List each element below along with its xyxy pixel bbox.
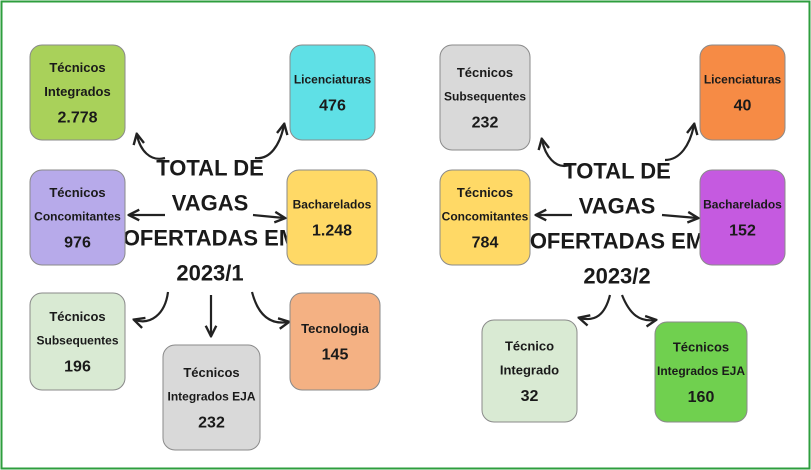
center-label: OFERTADAS EM <box>123 225 297 250</box>
node-label: Técnico <box>505 338 554 353</box>
node-value: 476 <box>319 98 346 115</box>
node-value: 40 <box>734 98 752 115</box>
node-label: Subsequentes <box>36 334 118 348</box>
node-value: 232 <box>472 115 499 132</box>
node-box <box>439 169 531 266</box>
node-label: Integrados EJA <box>167 390 255 404</box>
node: Técnicos Concomitantes 976 <box>29 169 126 266</box>
node-box <box>289 292 381 391</box>
node-label: Licenciaturas <box>704 73 782 87</box>
node-label: Integrados EJA <box>657 364 745 378</box>
arrows <box>130 125 697 335</box>
node-box <box>286 169 378 266</box>
node-label: Técnicos <box>49 309 105 324</box>
node-value: 32 <box>521 388 539 405</box>
node-value: 160 <box>688 389 715 406</box>
node: Bacharelados 152 <box>699 169 786 266</box>
node-label: Técnicos <box>457 185 513 200</box>
node: Técnicos Integrados EJA 232 <box>162 344 261 451</box>
node-box <box>29 292 126 391</box>
node: Técnicos Subsequentes 196 <box>29 292 126 391</box>
node-label: Concomitantes <box>442 210 529 224</box>
center-label: VAGAS <box>579 193 656 218</box>
node: Técnicos Integrados 2.778 <box>29 44 126 141</box>
panel: TOTAL DE VAGAS OFERTADAS EM 2023/1 Técnicos I… <box>29 44 381 451</box>
node-value: 145 <box>322 347 349 364</box>
node-label: Licenciaturas <box>294 73 372 87</box>
center-label: TOTAL DE <box>563 158 671 183</box>
node-label: Bacharelados <box>293 198 372 212</box>
node-label: Técnicos <box>183 365 239 380</box>
center-label: 2023/2 <box>583 263 650 288</box>
node-label: Integrado <box>500 362 559 377</box>
center-label: VAGAS <box>172 190 249 215</box>
node-label: Tecnologia <box>301 321 369 336</box>
node-label: Técnicos <box>49 185 105 200</box>
node-box <box>439 44 531 151</box>
node-value: 784 <box>472 235 499 252</box>
node-value: 2.778 <box>57 110 97 127</box>
node-label: Integrados <box>44 84 110 99</box>
panel: TOTAL DE VAGAS OFERTADAS EM 2023/2 Técnicos S… <box>439 44 786 423</box>
node-label: Bacharelados <box>703 198 782 212</box>
node-box <box>699 44 786 141</box>
node-box <box>699 169 786 266</box>
node-box <box>29 169 126 266</box>
node-label: Técnicos <box>457 65 513 80</box>
node-box <box>481 319 578 423</box>
node: Licenciaturas 40 <box>699 44 786 141</box>
node-value: 976 <box>64 235 91 252</box>
node-value: 232 <box>198 415 225 432</box>
node: Tecnologia 145 <box>289 292 381 391</box>
node-box <box>29 44 126 141</box>
center-label: 2023/1 <box>176 260 243 285</box>
node-label: Concomitantes <box>34 210 121 224</box>
node-box <box>162 344 261 451</box>
node: Bacharelados 1.248 <box>286 169 378 266</box>
node-value: 152 <box>729 223 756 240</box>
node: Técnico Integrado 32 <box>481 319 578 423</box>
node: Licenciaturas 476 <box>289 44 376 141</box>
node-label: Técnicos <box>49 60 105 75</box>
node-label: Técnicos <box>673 339 729 354</box>
center-label: OFERTADAS EM <box>530 228 704 253</box>
node-value: 1.248 <box>312 223 352 240</box>
node-label: Subsequentes <box>444 90 526 104</box>
node: Técnicos Concomitantes 784 <box>439 169 531 266</box>
node-value: 196 <box>64 359 91 376</box>
center-label: TOTAL DE <box>156 155 264 180</box>
node-box <box>289 44 376 141</box>
node-box <box>654 321 748 423</box>
node: Técnicos Integrados EJA 160 <box>654 321 748 423</box>
node: Técnicos Subsequentes 232 <box>439 44 531 151</box>
